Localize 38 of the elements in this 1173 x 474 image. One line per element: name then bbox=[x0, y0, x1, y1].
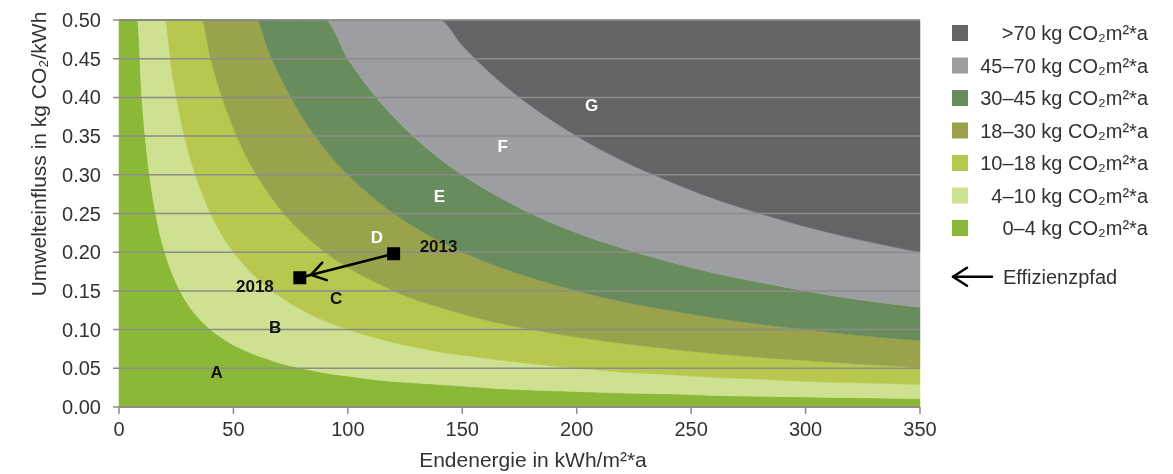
x-tick-label: 150 bbox=[445, 418, 479, 440]
y-tick-label: 0.30 bbox=[62, 163, 101, 186]
annotation: F bbox=[497, 137, 508, 157]
x-tick-label: 250 bbox=[674, 418, 708, 440]
x-tick-label: 100 bbox=[331, 418, 365, 440]
x-tick-label: 200 bbox=[560, 418, 594, 440]
y-tick-label: 0.20 bbox=[62, 241, 101, 264]
annotation: 2018 bbox=[235, 276, 274, 296]
y-tick-label: 0.05 bbox=[62, 357, 101, 380]
y-tick-label: 0.40 bbox=[62, 86, 101, 109]
x-tick-label: 50 bbox=[222, 418, 245, 440]
y-tick-label: 0.00 bbox=[62, 396, 101, 418]
legend-label: 0–4 kg CO₂m²*a bbox=[1002, 217, 1149, 239]
annotation: 2013 bbox=[419, 236, 458, 256]
x-axis-title: Endenergie in kWh/m²*a bbox=[419, 448, 648, 472]
legend-label: 45–70 kg CO₂m²*a bbox=[980, 54, 1149, 77]
y-tick-label: 0.15 bbox=[62, 279, 101, 302]
legend-label: 4–10 kg CO₂m²*a bbox=[991, 184, 1149, 207]
y-tick-label: 0.10 bbox=[62, 318, 101, 341]
annotation: C bbox=[329, 288, 343, 308]
x-tick-label: 350 bbox=[903, 418, 937, 440]
y-tick-label: 0.50 bbox=[62, 9, 101, 31]
x-tick-label: 300 bbox=[788, 418, 823, 440]
y-tick-label: 0.25 bbox=[62, 202, 101, 225]
annotation: A bbox=[210, 363, 223, 383]
annotation: D bbox=[370, 228, 384, 248]
legend-label: 10–18 kg CO₂m²*a bbox=[980, 152, 1149, 174]
y-axis-title: Umwelteinfluss in kg CO₂/kWh bbox=[27, 11, 51, 297]
y-tick-label: 0.35 bbox=[62, 125, 101, 148]
annotation: E bbox=[433, 187, 446, 207]
x-tick-label: 0 bbox=[113, 418, 125, 440]
legend-label: 30–45 kg CO₂m²*a bbox=[980, 87, 1149, 109]
annotation: G bbox=[584, 96, 599, 116]
legend-label: 18–30 kg CO₂m²*a bbox=[980, 119, 1149, 142]
legend-label: Effizienzpfad bbox=[1003, 265, 1118, 288]
y-tick-label: 0.45 bbox=[62, 47, 101, 70]
legend-label: >70 kg CO₂m²*a bbox=[1001, 22, 1149, 44]
annotation: B bbox=[269, 317, 282, 337]
